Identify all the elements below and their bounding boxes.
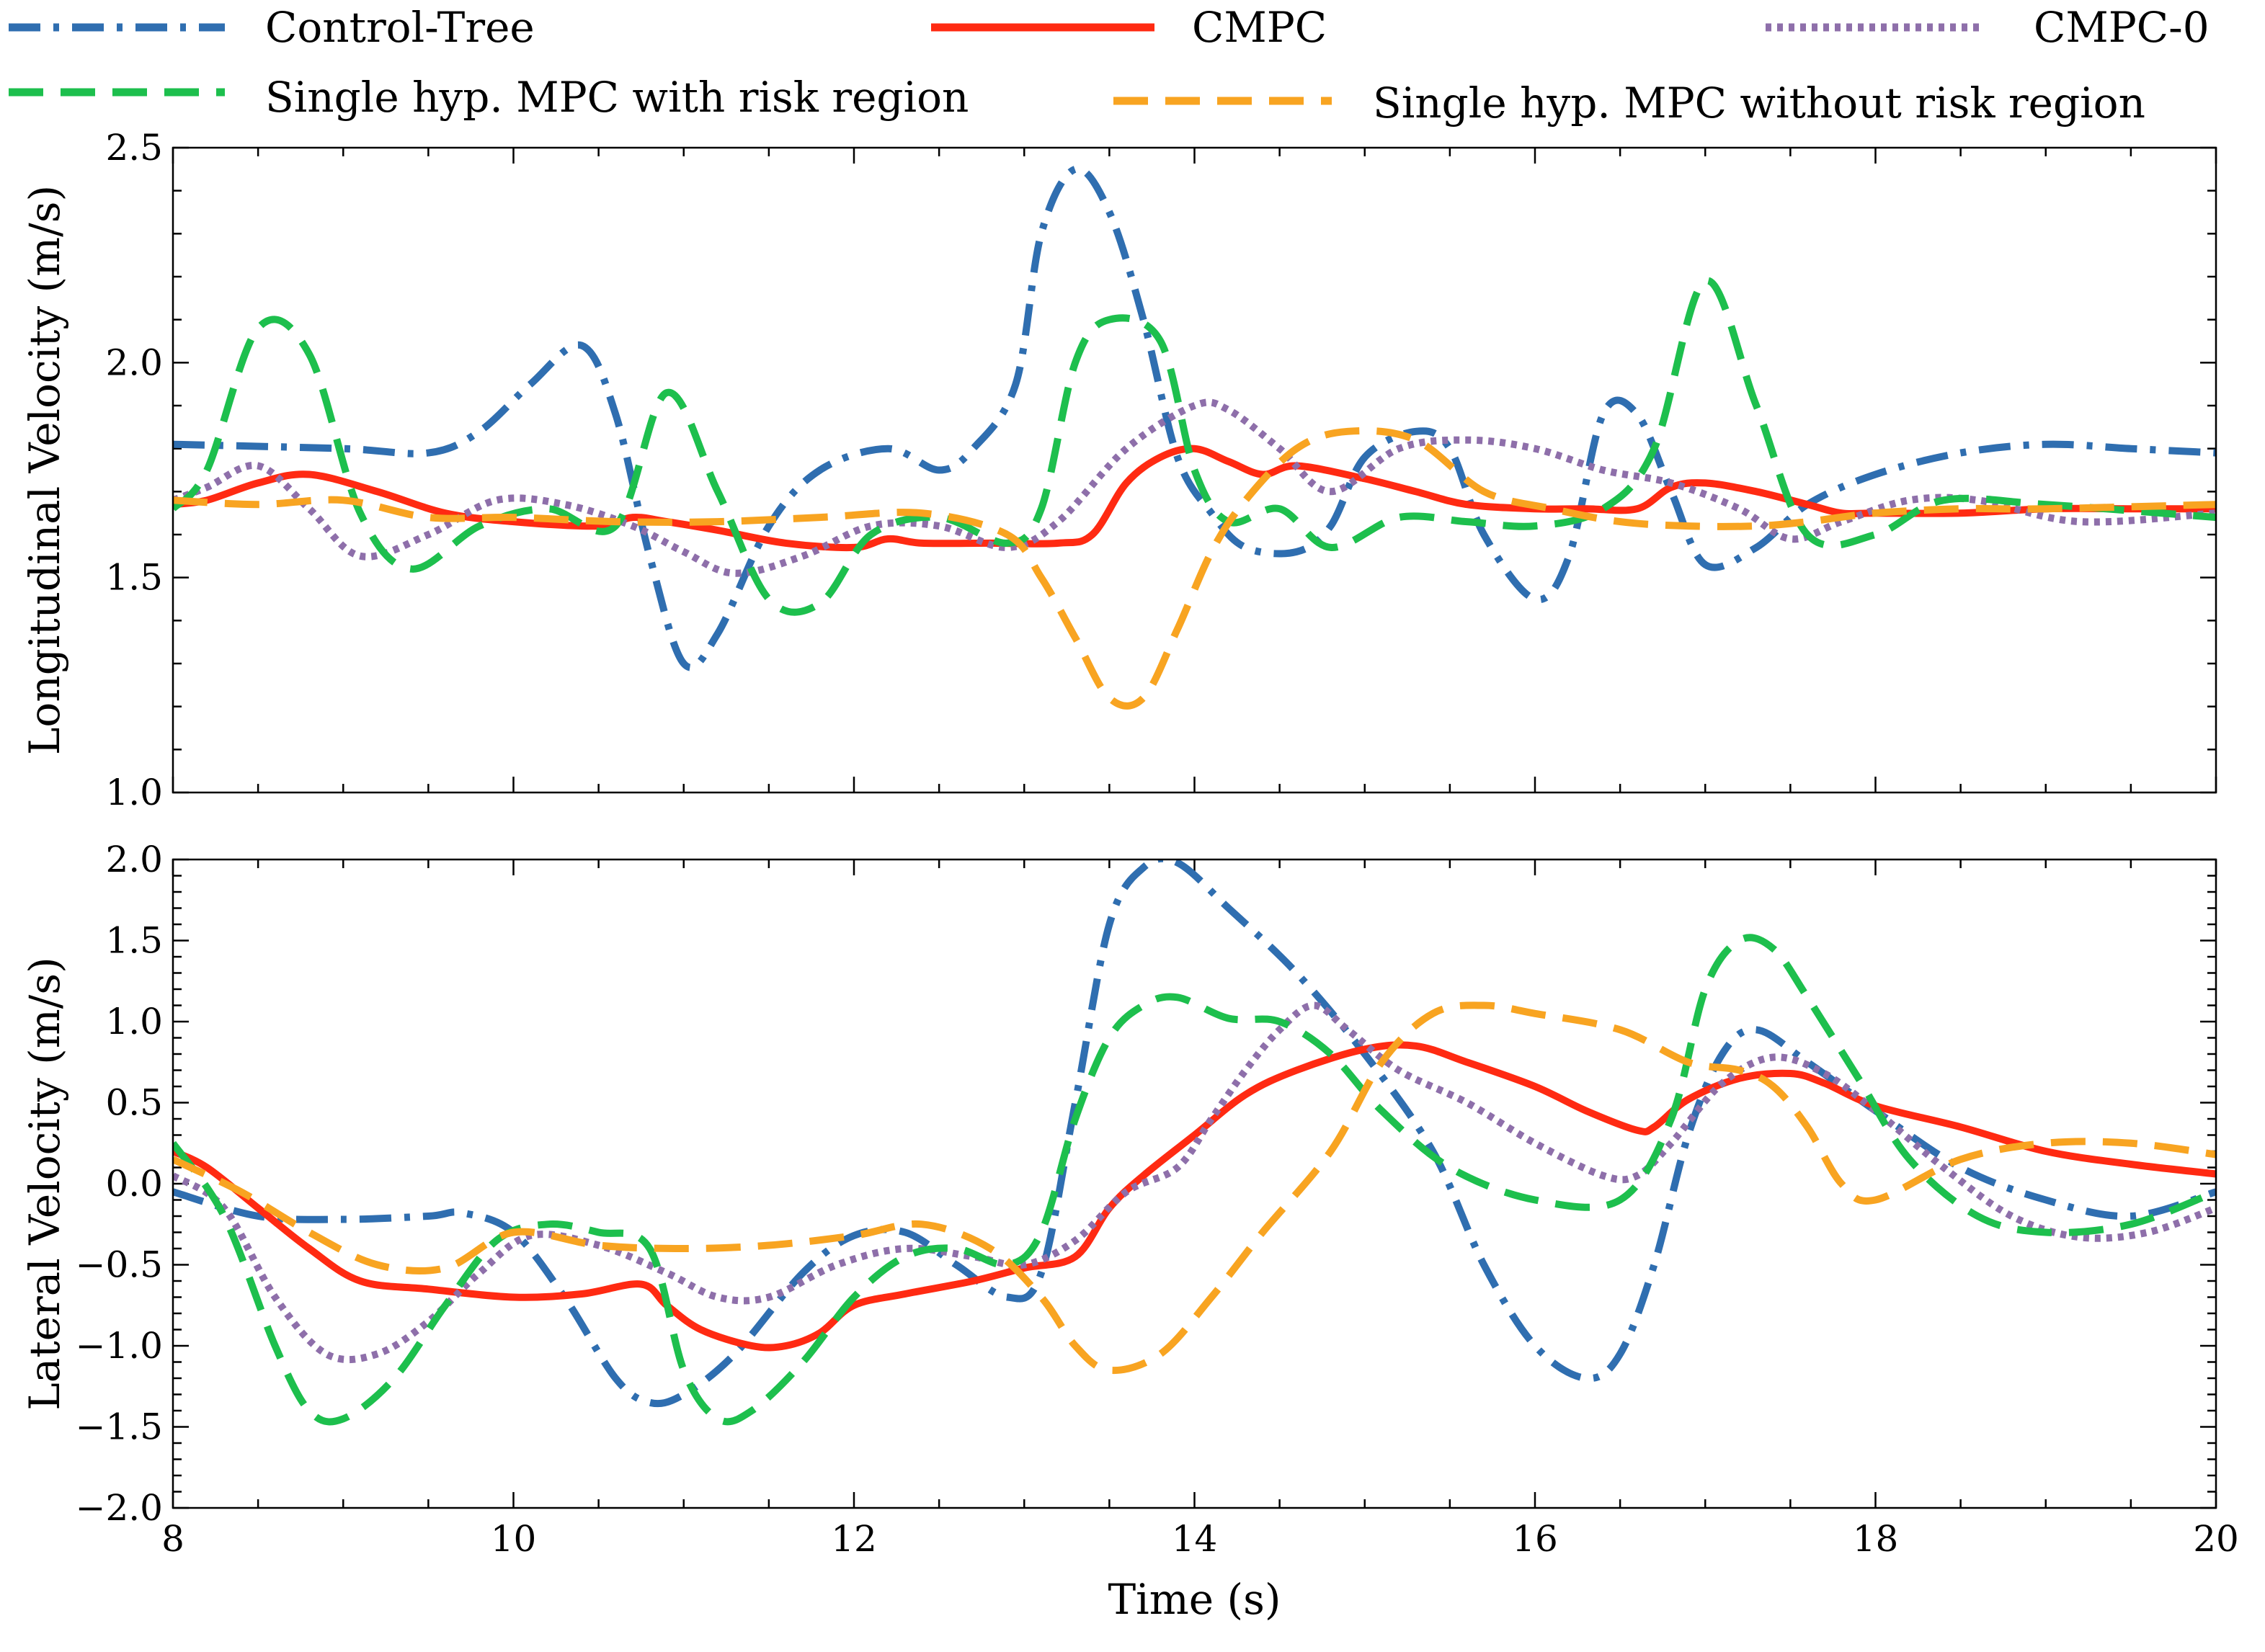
lateral-series: [173, 860, 2216, 1426]
x-tick-label: 18: [1853, 1518, 1899, 1560]
legend-label-single-risk: Single hyp. MPC with risk region: [265, 73, 969, 122]
x-tick-label: 14: [1172, 1518, 1218, 1560]
lateral-velocity-plot: 8 10 12 14 16 18 20 −2.0 −1.5 −1.0 −0.5 0.0 0.5 1.0 1.…: [20, 839, 2239, 1624]
y-tick-label: 2.0: [105, 839, 163, 880]
lateral-plot-frame: [172, 858, 2217, 1509]
x-tick-label: 10: [491, 1518, 537, 1560]
legend-item-cmpc0[interactable]: CMPC-0: [1766, 3, 2210, 52]
y-tick-label: 2.5: [105, 127, 163, 169]
time-x-axis-label: Time (s): [1108, 1575, 1281, 1624]
longitudinal-series: [173, 165, 2216, 710]
longitudinal-velocity-plot: 1.0 1.5 2.0 2.5 Longitudinal Velocity (m/s): [20, 127, 2217, 813]
series-line-single-risk: [173, 277, 2216, 616]
legend-item-single-risk[interactable]: Single hyp. MPC with risk region: [9, 73, 969, 122]
legend-label-control-tree: Control-Tree: [265, 3, 535, 52]
y-tick-label: 1.0: [105, 772, 163, 813]
lateral-ticks: 8 10 12 14 16 18 20 −2.0 −1.5 −1.0 −0.5 0.0 0.5 1.0 1.…: [76, 839, 2239, 1560]
legend-item-control-tree[interactable]: Control-Tree: [9, 3, 535, 52]
series-line-single-norisk: [173, 1001, 2216, 1375]
legend-item-single-norisk[interactable]: Single hyp. MPC without risk region: [1113, 79, 2145, 128]
y-tick-label: 0.0: [105, 1163, 163, 1205]
series-line-single-norisk: [173, 427, 2216, 710]
series-line-cmpc: [173, 1041, 2216, 1352]
longitudinal-ticks: 1.0 1.5 2.0 2.5: [105, 127, 2217, 813]
longitudinal-y-axis-label: Longitudinal Velocity (m/s): [20, 185, 69, 755]
x-tick-label: 16: [1512, 1518, 1558, 1560]
legend-label-cmpc0: CMPC-0: [2034, 3, 2210, 52]
legend-label-cmpc: CMPC: [1192, 3, 1327, 52]
x-tick-label: 8: [161, 1518, 184, 1560]
y-tick-label: −1.5: [76, 1406, 163, 1448]
x-tick-label: 12: [831, 1518, 877, 1560]
series-line-cmpc: [173, 445, 2216, 552]
longitudinal-plot-frame: [172, 146, 2217, 794]
y-tick-label: 1.0: [105, 1001, 163, 1042]
legend-item-cmpc[interactable]: CMPC: [931, 3, 1327, 52]
y-tick-label: −0.5: [76, 1244, 163, 1286]
lateral-y-axis-label: Lateral Velocity (m/s): [20, 957, 69, 1410]
y-tick-label: 1.5: [105, 557, 163, 599]
y-tick-label: 0.5: [105, 1082, 163, 1124]
series-line-single-risk: [173, 934, 2216, 1426]
series-line-control-tree: [173, 165, 2216, 671]
x-tick-label: 20: [2193, 1518, 2239, 1560]
y-tick-label: 2.0: [105, 341, 163, 383]
y-tick-label: 1.5: [105, 920, 163, 962]
legend-label-single-norisk: Single hyp. MPC without risk region: [1373, 79, 2145, 128]
legend: Control-Tree CMPC CMPC-0 Single hyp. MPC…: [9, 3, 2210, 128]
y-tick-label: −2.0: [76, 1487, 163, 1529]
y-tick-label: −1.0: [76, 1325, 163, 1367]
series-line-cmpc0: [173, 1001, 2216, 1364]
